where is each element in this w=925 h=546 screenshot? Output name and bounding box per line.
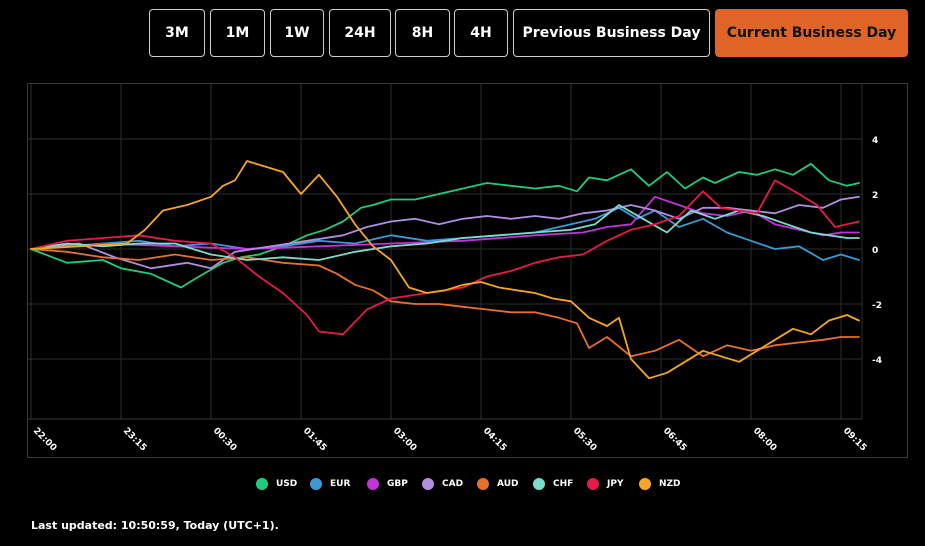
x-tick-label: 08:00 (751, 426, 778, 453)
x-tick-label: 05:30 (571, 426, 598, 453)
x-tick-label: 09:15 (841, 426, 868, 453)
y-tick-label: 4 (872, 136, 878, 146)
legend-marker-chf (533, 478, 545, 490)
legend-label: USD (276, 479, 298, 489)
x-tick-label: 04:15 (481, 426, 508, 453)
y-tick-label: -2 (872, 301, 882, 311)
timeframe-toolbar: 3M 1M 1W 24H 8H 4H Previous Business Day… (0, 9, 925, 59)
series-line-aud (30, 248, 860, 358)
series-line-usd (30, 162, 860, 289)
legend-item-nzd[interactable]: NZD (639, 478, 681, 490)
y-tick-label: -4 (872, 356, 882, 366)
previous-business-day-button[interactable]: Previous Business Day (513, 9, 710, 57)
legend-item-usd[interactable]: USD (256, 478, 297, 490)
legend-marker-gbp (367, 478, 379, 490)
x-tick-label: 01:45 (301, 426, 328, 453)
x-tick-label: 00:30 (211, 426, 238, 453)
x-tick-label: 23:15 (121, 426, 148, 453)
legend-label: GBP (387, 479, 408, 489)
last-updated-text: Last updated: 10:50:59, Today (UTC+1). (31, 519, 279, 532)
timeframe-4h-button[interactable]: 4H (454, 9, 508, 57)
x-tick-label: 22:00 (31, 426, 58, 453)
chart-legend: USD EUR GBP CAD AUD CHF JPY NZD (0, 478, 925, 494)
x-tick-label: 03:00 (391, 426, 418, 453)
series-line-jpy (30, 179, 860, 336)
legend-item-gbp[interactable]: GBP (367, 478, 408, 490)
timeframe-1w-button[interactable]: 1W (270, 9, 324, 57)
x-tick-label: 06:45 (661, 426, 688, 453)
series-line-gbp (30, 195, 860, 250)
current-business-day-button[interactable]: Current Business Day (715, 9, 908, 57)
legend-marker-cad (422, 478, 434, 490)
y-tick-label: 0 (872, 246, 878, 256)
series-line-nzd (30, 160, 860, 380)
timeframe-8h-button[interactable]: 8H (395, 9, 450, 57)
legend-marker-eur (310, 478, 322, 490)
legend-marker-aud (477, 478, 489, 490)
legend-label: AUD (497, 479, 519, 489)
legend-label: JPY (607, 479, 624, 489)
series-line-chf (30, 204, 860, 261)
legend-label: CHF (553, 479, 574, 489)
y-tick-label: 2 (872, 191, 878, 201)
legend-item-jpy[interactable]: JPY (587, 478, 623, 490)
series-line-cad (30, 195, 860, 270)
chart-area: 22:00 23:15 00:30 01:45 03:00 04:15 05:30 06:45… (27, 83, 908, 458)
timeframe-24h-button[interactable]: 24H (329, 9, 391, 57)
legend-label: NZD (659, 479, 681, 489)
legend-item-eur[interactable]: EUR (310, 478, 350, 490)
legend-item-aud[interactable]: AUD (477, 478, 518, 490)
legend-marker-nzd (639, 478, 651, 490)
legend-label: EUR (330, 479, 351, 489)
legend-marker-jpy (587, 478, 599, 490)
legend-label: CAD (442, 479, 464, 489)
legend-marker-usd (256, 478, 268, 490)
timeframe-1m-button[interactable]: 1M (210, 9, 265, 57)
chart-frame (27, 83, 908, 458)
timeframe-3m-button[interactable]: 3M (149, 9, 205, 57)
legend-item-chf[interactable]: CHF (533, 478, 573, 490)
series-line-eur (30, 206, 860, 261)
legend-item-cad[interactable]: CAD (422, 478, 463, 490)
currency-strength-chart: 22:00 23:15 00:30 01:45 03:00 04:15 05:30 06:45… (27, 83, 908, 458)
